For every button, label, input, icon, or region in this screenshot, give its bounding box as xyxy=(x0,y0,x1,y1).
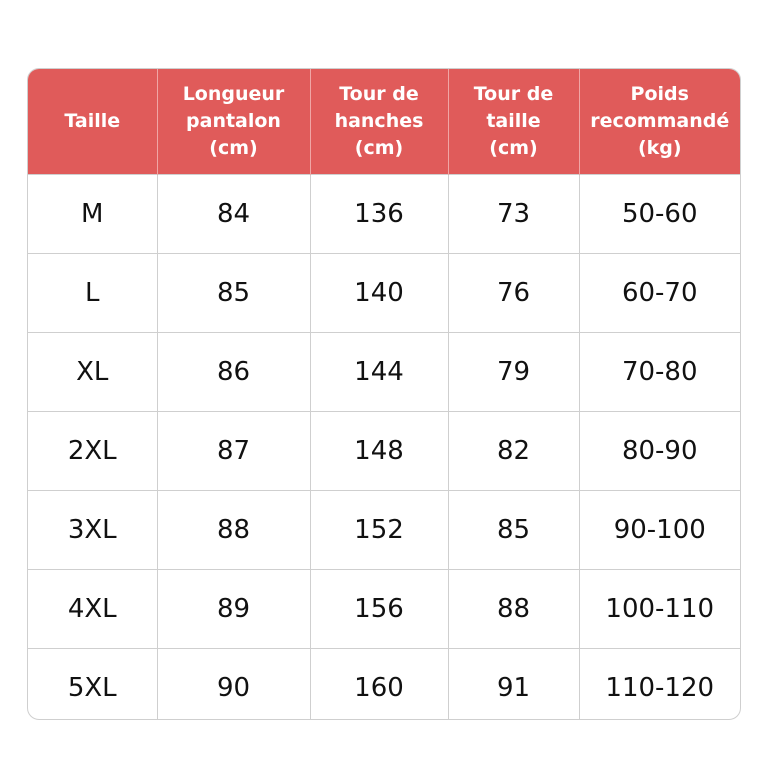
header-size: Taille xyxy=(28,69,158,175)
header-line: (kg) xyxy=(637,137,682,159)
header-line: Tour de xyxy=(339,83,419,105)
header-line: taille xyxy=(486,110,541,132)
header-line: Longueur xyxy=(182,83,285,105)
cell-pant-length: 87 xyxy=(157,411,311,491)
table-row: L 85 140 76 60-70 xyxy=(28,253,740,333)
cell-size: XL xyxy=(28,332,158,412)
header-line: pantalon xyxy=(186,110,281,132)
table-row: M 84 136 73 50-60 xyxy=(28,174,740,254)
cell-waist: 88 xyxy=(448,569,580,649)
cell-weight: 110-120 xyxy=(579,648,740,719)
cell-waist: 73 xyxy=(448,174,580,254)
cell-waist: 76 xyxy=(448,253,580,333)
cell-hip: 140 xyxy=(310,253,449,333)
header-line: Poids xyxy=(630,83,689,105)
table-row: XL 86 144 79 70-80 xyxy=(28,332,740,412)
table-row: 5XL 90 160 91 110-120 xyxy=(28,648,740,719)
cell-pant-length: 90 xyxy=(157,648,311,719)
header-line: Tour de xyxy=(473,83,554,105)
cell-hip: 144 xyxy=(310,332,449,412)
header-line: (cm) xyxy=(489,137,538,159)
header-row: Taille Longueur pantalon (cm) Tour de hanches… xyxy=(28,69,740,175)
size-chart: Taille Longueur pantalon (cm) Tour de hanches… xyxy=(27,68,741,720)
cell-size: 5XL xyxy=(28,648,158,719)
cell-hip: 148 xyxy=(310,411,449,491)
cell-pant-length: 85 xyxy=(157,253,311,333)
cell-size: M xyxy=(28,174,158,254)
table-row: 4XL 89 156 88 100-110 xyxy=(28,569,740,649)
cell-pant-length: 89 xyxy=(157,569,311,649)
cell-weight: 50-60 xyxy=(579,174,740,254)
header-line: (cm) xyxy=(209,137,258,159)
cell-waist: 79 xyxy=(448,332,580,412)
cell-weight: 80-90 xyxy=(579,411,740,491)
cell-weight: 90-100 xyxy=(579,490,740,570)
cell-weight: 70-80 xyxy=(579,332,740,412)
header-line: recommandé xyxy=(590,110,730,132)
cell-size: L xyxy=(28,253,158,333)
header-line: hanches xyxy=(334,110,424,132)
cell-weight: 60-70 xyxy=(579,253,740,333)
size-table: Taille Longueur pantalon (cm) Tour de hanches… xyxy=(28,69,740,719)
header-line: Taille xyxy=(64,110,121,132)
cell-waist: 85 xyxy=(448,490,580,570)
cell-pant-length: 86 xyxy=(157,332,311,412)
cell-waist: 82 xyxy=(448,411,580,491)
header-waist: Tour de taille (cm) xyxy=(448,69,580,175)
header-weight: Poids recommandé (kg) xyxy=(579,69,740,175)
cell-size: 4XL xyxy=(28,569,158,649)
header-line: (cm) xyxy=(354,137,404,159)
cell-pant-length: 88 xyxy=(157,490,311,570)
cell-pant-length: 84 xyxy=(157,174,311,254)
cell-hip: 160 xyxy=(310,648,449,719)
cell-waist: 91 xyxy=(448,648,580,719)
cell-hip: 152 xyxy=(310,490,449,570)
table-row: 3XL 88 152 85 90-100 xyxy=(28,490,740,570)
cell-size: 3XL xyxy=(28,490,158,570)
cell-hip: 156 xyxy=(310,569,449,649)
table-row: 2XL 87 148 82 80-90 xyxy=(28,411,740,491)
cell-weight: 100-110 xyxy=(579,569,740,649)
header-pant-length: Longueur pantalon (cm) xyxy=(157,69,311,175)
cell-size: 2XL xyxy=(28,411,158,491)
cell-hip: 136 xyxy=(310,174,449,254)
header-hip: Tour de hanches (cm) xyxy=(310,69,449,175)
